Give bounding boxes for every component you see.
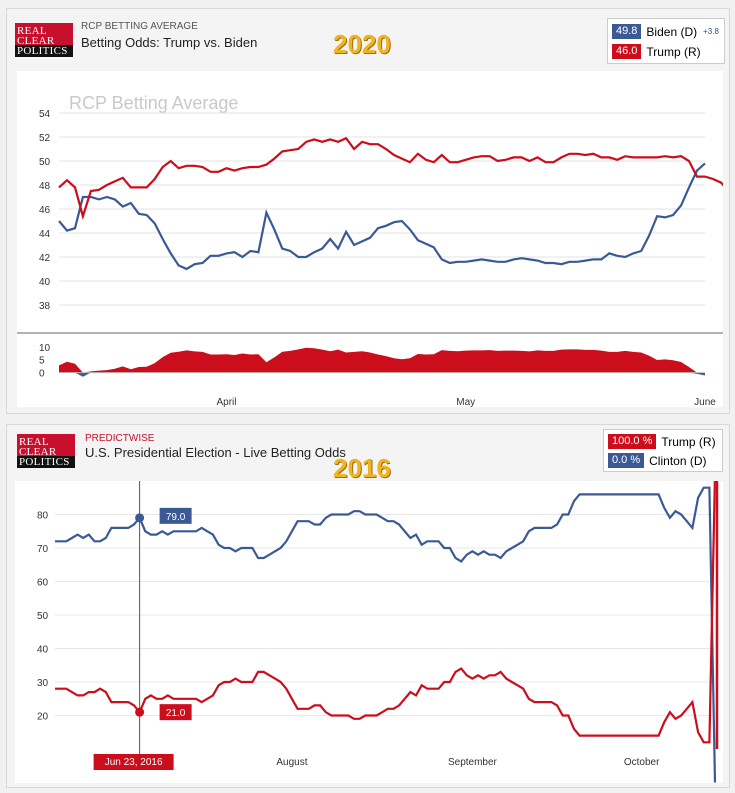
series-line-biden-d- [58, 162, 706, 271]
x-tick-label: May [456, 397, 475, 407]
chart-title: Betting Odds: Trump vs. Biden [81, 35, 258, 50]
plot-area-2016[interactable]: 2030405060708079.021.0lyAugustSeptemberO… [15, 474, 723, 783]
y-tick-label: 44 [39, 229, 51, 240]
chart-2020: RCP Betting Average 38 40 42 44 46 48 50 52 54 0 5 1… [17, 93, 735, 408]
spread-y-tick-label: 5 [39, 356, 45, 367]
series-line-trump-r- [55, 474, 717, 744]
legend: 100.0 % Trump (R) 0.0 % Clinton (D) [603, 429, 723, 472]
date-badge [93, 754, 174, 770]
trump-tooltip-box [159, 704, 192, 721]
x-tick-label: September [448, 757, 498, 768]
y-tick-label: 40 [39, 277, 51, 288]
plot-area-2020[interactable]: RCP Betting Average 38 40 42 44 46 48 50 52 54 0 5 1… [17, 71, 735, 408]
rcp-logo: REAL CLEAR POLITICS [15, 23, 73, 57]
spread-area-trump [59, 347, 705, 373]
x-tick-label: April [216, 397, 236, 407]
y-tick-label: 52 [39, 133, 51, 144]
x-tick-label: October [624, 757, 660, 768]
legend: 49.8 Biden (D) +3.8 46.0 Trump (R) [607, 18, 725, 64]
year-label: 2016 [333, 453, 391, 483]
series-line-trump-r- [58, 136, 735, 221]
spread-y-tick-label: 10 [39, 343, 51, 354]
clinton-point [135, 513, 145, 523]
y-tick-label: 80 [37, 511, 49, 522]
y-tick-label: 48 [39, 181, 51, 192]
series-line-clinton-d- [55, 486, 717, 783]
legend-item-trump[interactable]: 46.0 Trump (R) [612, 44, 701, 59]
y-tick-label: 30 [37, 678, 49, 689]
trump-tooltip-value: 21.0 [166, 708, 186, 719]
watermark: RCP Betting Average [69, 93, 238, 113]
y-tick-label: 50 [37, 611, 49, 622]
chart-2016: 2030405060708079.021.0lyAugustSeptemberO… [37, 474, 719, 783]
y-tick-label: 60 [37, 578, 49, 589]
y-tick-label: 46 [39, 205, 51, 216]
legend-item-biden[interactable]: 49.8 Biden (D) +3.8 [612, 24, 719, 39]
y-tick-label: 38 [39, 301, 51, 312]
y-tick-label: 42 [39, 253, 51, 264]
y-tick-label: 50 [39, 157, 51, 168]
y-tick-label: 40 [37, 645, 49, 656]
source-label: PREDICTWISE [85, 433, 155, 444]
legend-item-clinton[interactable]: 0.0 % Clinton (D) [608, 453, 707, 468]
panel-2020: REAL CLEAR POLITICS RCP BETTING AVERAGE … [6, 8, 735, 414]
clinton-tooltip-box [159, 507, 192, 524]
spread-y-tick-label: 0 [39, 369, 45, 380]
year-label: 2020 [333, 29, 391, 59]
legend-item-trump[interactable]: 100.0 % Trump (R) [608, 434, 716, 449]
trump-point [135, 707, 145, 717]
clinton-tooltip-value: 79.0 [166, 512, 186, 523]
rcp-logo: REAL CLEAR POLITICS [17, 434, 75, 468]
y-tick-label: 20 [37, 712, 49, 723]
panel-2016: REAL CLEAR POLITICS PREDICTWISE U.S. Pre… [6, 424, 730, 788]
x-tick-label: August [276, 757, 307, 768]
spread-area-biden [59, 372, 705, 377]
source-label: RCP BETTING AVERAGE [81, 21, 198, 32]
chart-title: U.S. Presidential Election - Live Bettin… [85, 445, 346, 460]
y-tick-label: 54 [39, 109, 51, 120]
y-tick-label: 70 [37, 544, 49, 555]
date-badge-label: Jun 23, 2016 [105, 757, 163, 768]
x-tick-label: June [694, 397, 716, 407]
